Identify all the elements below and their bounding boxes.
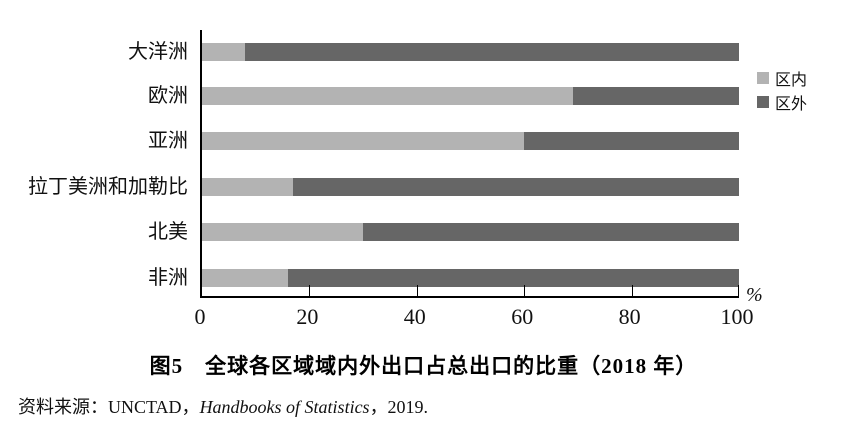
source-work-title: Handbooks of Statistics xyxy=(199,397,370,417)
x-axis-tick-label: 100 xyxy=(720,304,754,329)
category-label: 拉丁美洲和加勒比 xyxy=(28,176,188,198)
x-axis-tick-mark xyxy=(631,285,633,296)
source-line: 资料来源：UNCTAD，Handbooks of Statistics，2019… xyxy=(18,393,428,419)
x-axis-tick-mark xyxy=(416,285,418,296)
x-axis-tick-label: 0 xyxy=(194,304,206,329)
legend: 区内 区外 xyxy=(757,66,807,114)
category-label: 亚洲 xyxy=(148,130,188,152)
bar-row xyxy=(202,269,739,287)
bar-row xyxy=(202,43,739,61)
bar-segment-intra xyxy=(202,87,573,105)
bar-segment-extra xyxy=(244,43,739,61)
x-axis-tick-label: 20 xyxy=(296,304,319,329)
legend-swatch-extra-icon xyxy=(757,96,769,108)
plot-area xyxy=(200,30,739,298)
bar-segment-intra xyxy=(202,223,364,241)
bar-segment-intra xyxy=(202,43,245,61)
category-label: 欧洲 xyxy=(148,85,188,107)
bar-segment-intra xyxy=(202,269,288,287)
bar-segment-extra xyxy=(363,223,739,241)
legend-item-extra-regional: 区外 xyxy=(757,90,807,114)
bar-segment-extra xyxy=(572,87,739,105)
bar-segment-intra xyxy=(202,178,294,196)
bar-row xyxy=(202,178,739,196)
bar-row xyxy=(202,87,739,105)
legend-swatch-intra-icon xyxy=(757,72,769,84)
figure-caption: 图5 全球各区域域内外出口占总出口的比重（2018 年） xyxy=(149,354,698,378)
x-axis-tick-mark xyxy=(524,285,526,296)
category-label: 北美 xyxy=(148,221,188,243)
category-label: 大洋洲 xyxy=(128,41,188,63)
legend-item-intra-regional: 区内 xyxy=(757,66,807,90)
bar-segment-extra xyxy=(287,269,739,287)
legend-label-intra: 区内 xyxy=(775,72,808,89)
legend-label-extra: 区外 xyxy=(775,96,808,113)
x-axis-tick-mark xyxy=(738,285,739,296)
x-axis-tick-mark xyxy=(309,285,311,296)
source-suffix: ，2019. xyxy=(369,397,429,417)
x-axis-tick-label: 60 xyxy=(511,304,534,329)
bar-row xyxy=(202,223,739,241)
bar-segment-extra xyxy=(293,178,739,196)
source-prefix: 资料来源：UNCTAD， xyxy=(18,397,200,417)
x-axis-tick-label: 80 xyxy=(618,304,641,329)
x-axis-unit-label: % xyxy=(746,284,763,306)
bar-row xyxy=(202,132,739,150)
bar-segment-extra xyxy=(524,132,739,150)
category-label: 非洲 xyxy=(148,267,188,289)
x-axis-tick-label: 40 xyxy=(403,304,426,329)
bar-segment-intra xyxy=(202,132,525,150)
